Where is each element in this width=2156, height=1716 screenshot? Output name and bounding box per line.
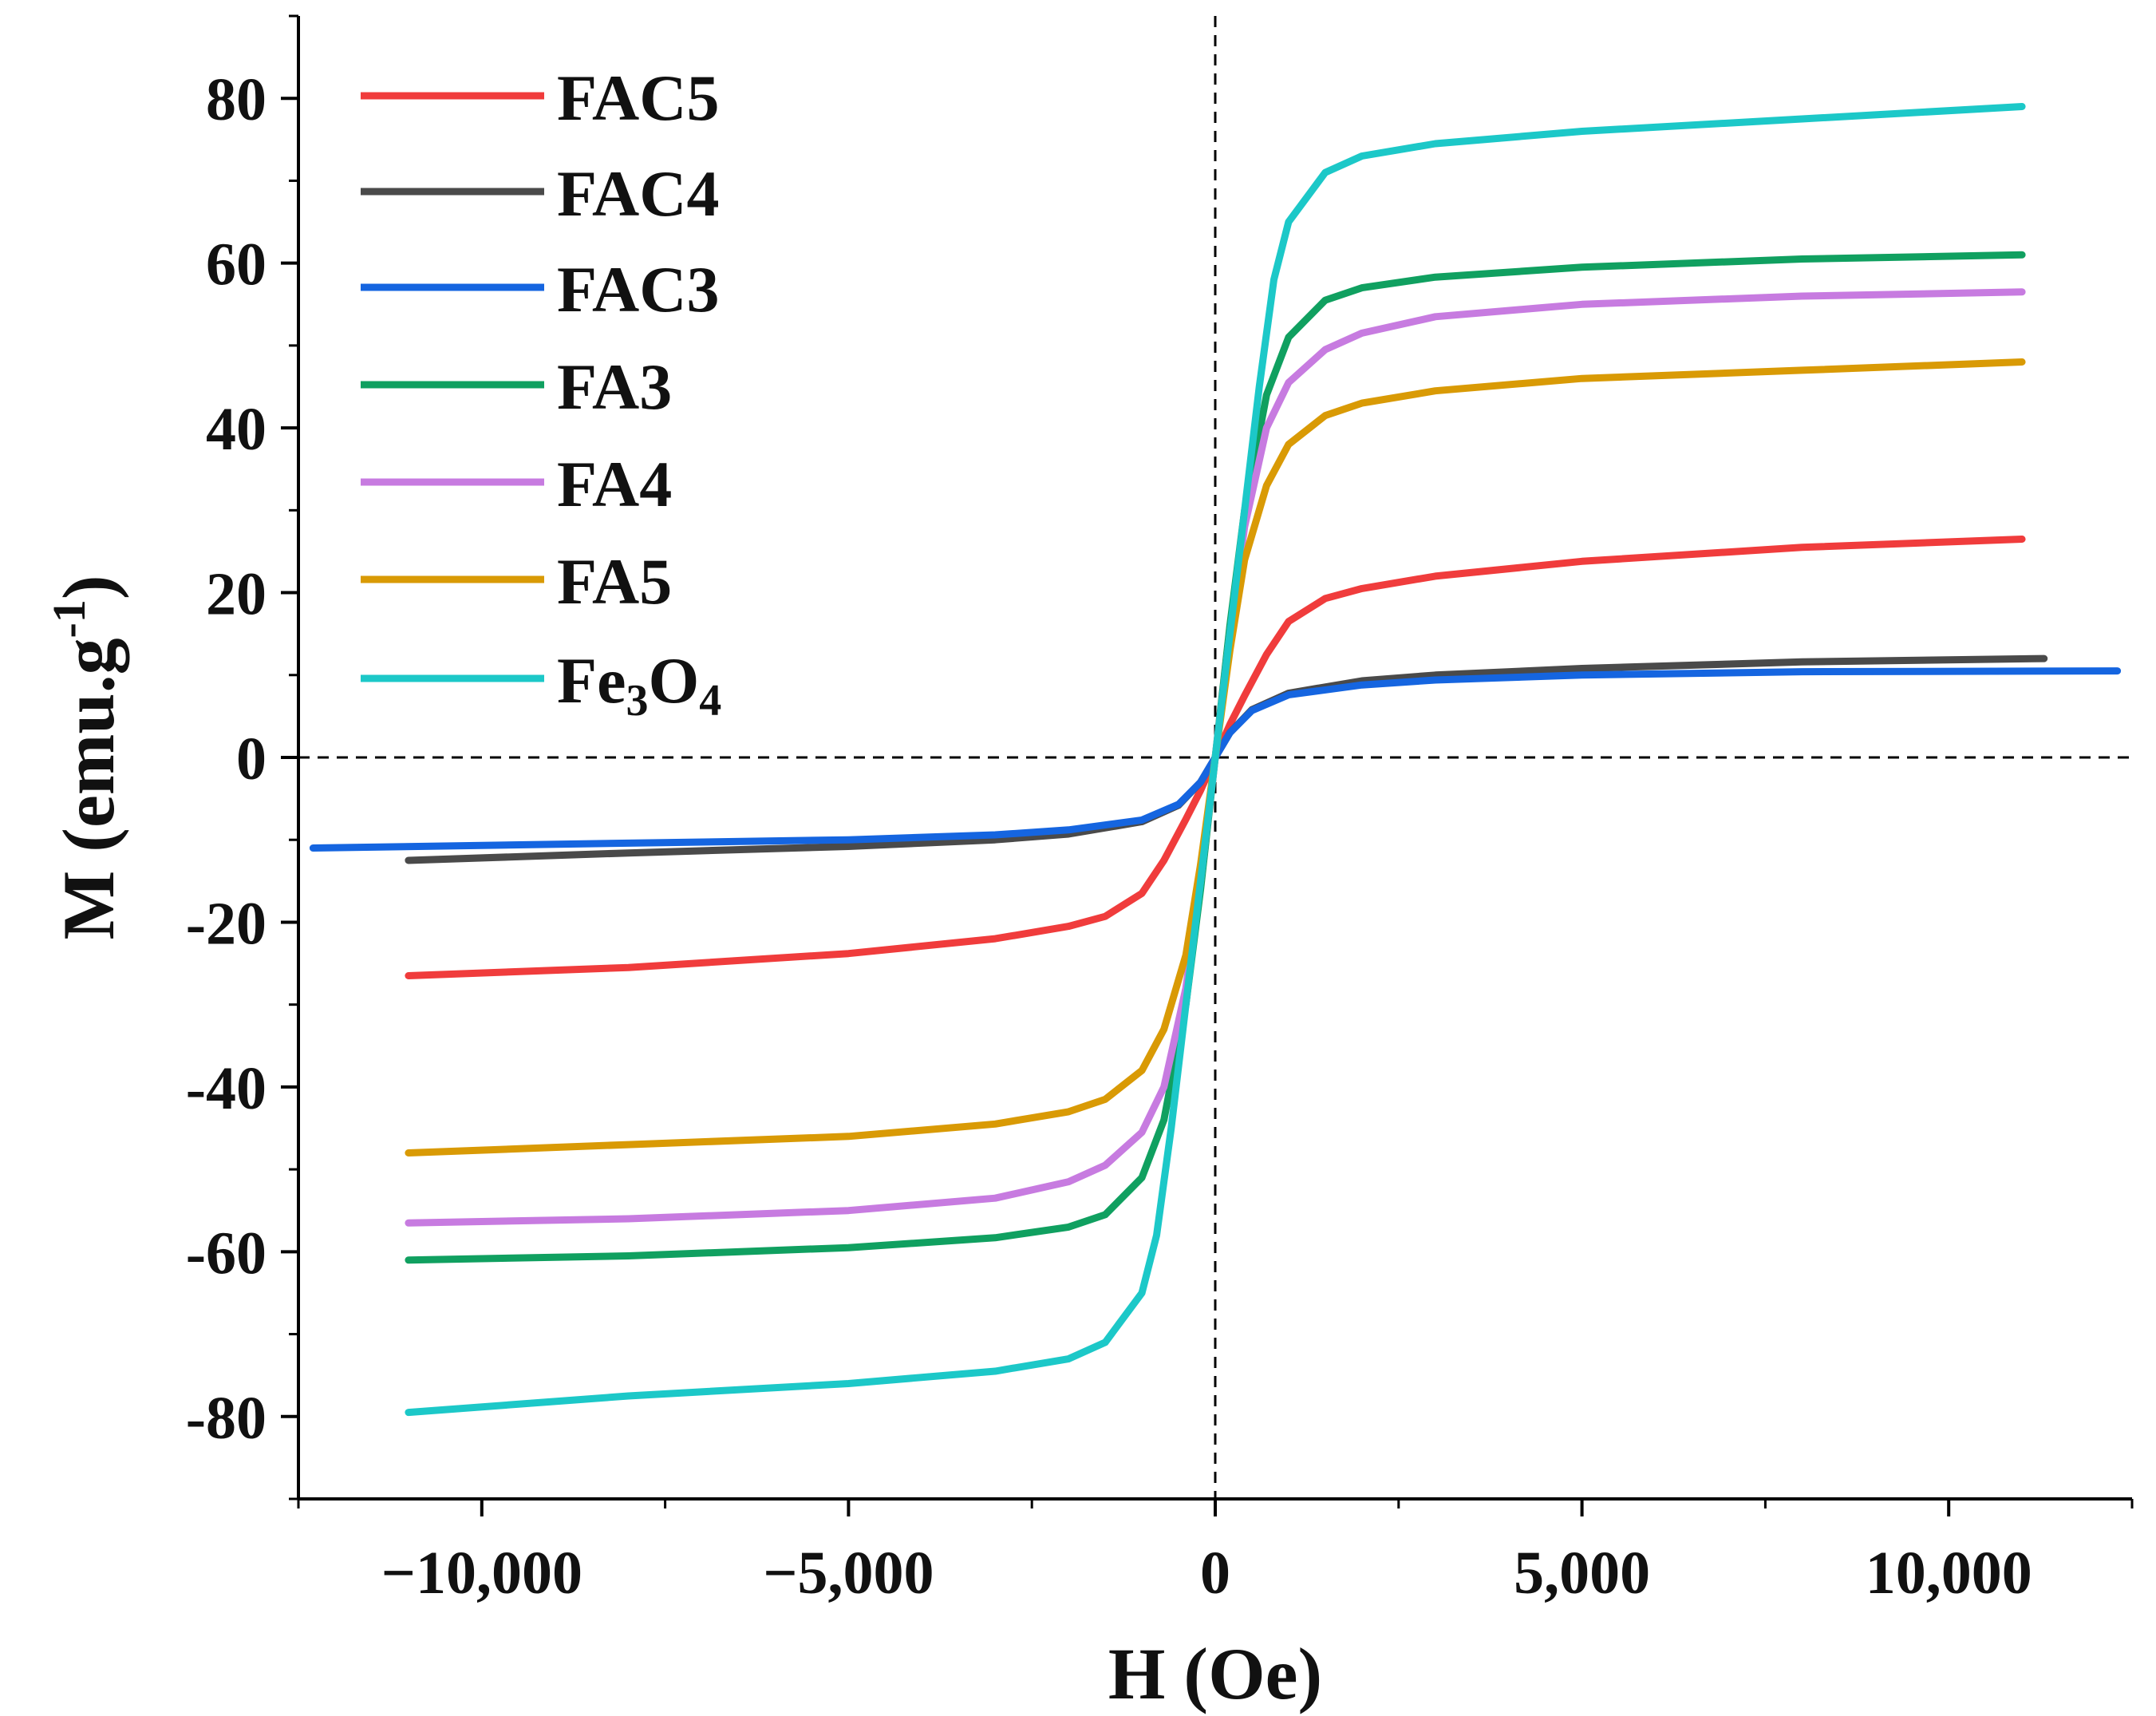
y-tick-label-8: -80 — [186, 1385, 267, 1452]
x-tick-label-1: −5,000 — [763, 1540, 934, 1607]
y-tick-label-1: 60 — [206, 231, 267, 299]
legend-label-fa5: FA5 — [557, 545, 672, 618]
legend-label-fac4: FAC4 — [557, 157, 719, 230]
legend-label-fe3o4: Fe3O4 — [557, 644, 721, 726]
y-axis-title: M (emu.g-1) — [43, 575, 129, 939]
reference-lines — [298, 16, 2132, 1499]
y-tick-label-7: -60 — [186, 1220, 267, 1287]
legend-label-fa4: FA4 — [557, 448, 672, 520]
y-tick-label-5: -20 — [186, 890, 267, 957]
x-tick-label-2: 0 — [1200, 1540, 1230, 1607]
legend-fe3o4-sub-4: 4 — [699, 676, 721, 726]
legend: FAC5 FAC4 FAC3 FA3 FA4 FA5 Fe3O4 — [361, 61, 721, 726]
legend-label-fac5: FAC5 — [557, 61, 719, 134]
y-axis-title-main: M (emu.g — [48, 638, 129, 939]
series-line-fe3o4 — [405, 103, 2026, 1417]
series-group — [309, 103, 2122, 1417]
legend-label-fa3: FA3 — [557, 350, 672, 423]
legend-label-fac3: FAC3 — [557, 253, 719, 326]
y-tick-label-6: -40 — [186, 1055, 267, 1122]
y-tick-label-2: 40 — [206, 396, 267, 463]
y-tick-label-3: 20 — [206, 561, 267, 628]
x-axis-title: H (Oe) — [1108, 1633, 1322, 1714]
y-axis-title-close: ) — [48, 575, 129, 599]
y-tick-label-4: 0 — [236, 726, 267, 793]
legend-fe3o4-base-o: O — [648, 644, 699, 717]
x-tick-label-3: 5,000 — [1514, 1540, 1650, 1607]
legend-fe3o4-base-fe: Fe — [557, 644, 626, 717]
legend-fe3o4-sub-3: 3 — [626, 676, 648, 726]
ticks-group: −10,000 −5,000 0 5,000 10,000 80 60 40 20 0 -20 -40… — [186, 14, 2134, 1607]
x-tick-label-4: 10,000 — [1866, 1540, 2032, 1607]
y-axis-title-sup: -1 — [43, 599, 95, 638]
x-tick-label-0: −10,000 — [381, 1540, 582, 1607]
y-tick-label-0: 80 — [206, 66, 267, 133]
